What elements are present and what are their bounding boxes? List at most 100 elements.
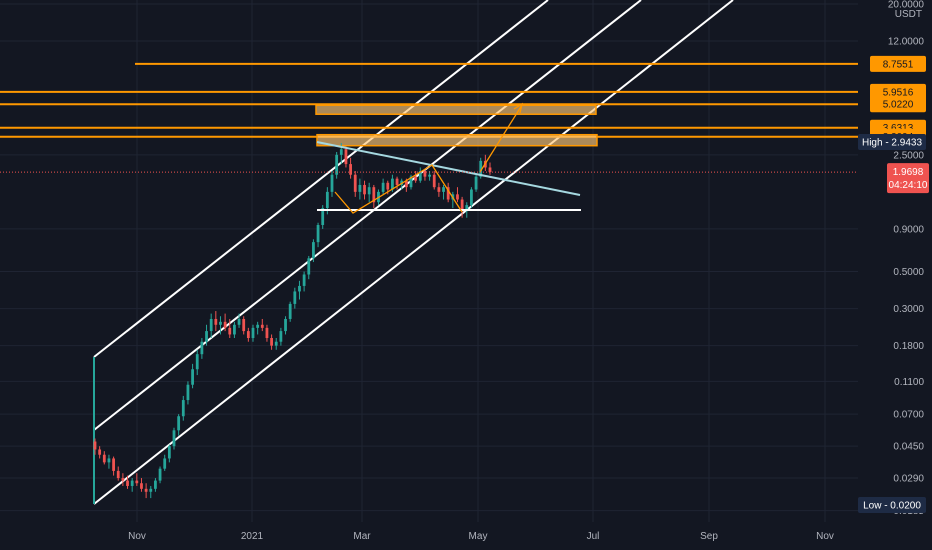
price-markers: High - 2.9433 Low - 0.0200 1.9698 04:24:10 [858, 134, 929, 513]
price-level-tag [870, 83, 926, 100]
candle-body [209, 318, 213, 332]
time-tick-label: 2021 [241, 531, 264, 542]
candle-body [140, 483, 143, 489]
candle-body [386, 182, 390, 190]
candle-body [144, 488, 148, 492]
resistance-box [316, 133, 598, 147]
candle-body [288, 303, 292, 319]
time-tick-label: May [469, 531, 488, 542]
currency-label: USDT [895, 9, 922, 20]
candle-body [181, 400, 185, 417]
high-marker-bg [858, 134, 926, 150]
candle-body [270, 338, 273, 346]
candle-body [237, 318, 241, 325]
time-tick-label: Sep [700, 531, 718, 542]
candle-body [228, 327, 232, 335]
candle-body [456, 194, 459, 200]
candle-body [358, 184, 362, 192]
candle-body [200, 341, 204, 355]
time-tick-label: Jul [587, 531, 600, 542]
candle-body [409, 176, 413, 188]
price-level-label: 5.0220 [883, 100, 914, 111]
candle-body [186, 384, 190, 401]
candle-body [214, 318, 218, 325]
candle-body [130, 480, 134, 486]
candle-body [339, 149, 343, 155]
resistance-box [315, 104, 597, 115]
candle-body [274, 341, 278, 346]
time-axis[interactable]: Nov 2021 Mar May Jul Sep Nov [0, 522, 932, 550]
price-levels [0, 62, 858, 147]
price-level-tag [870, 96, 926, 113]
candle-body [470, 189, 473, 206]
price-tick-label: 0.1800 [893, 341, 924, 352]
candle-body [205, 331, 208, 342]
candle-body [316, 224, 320, 243]
candle-body [442, 187, 445, 192]
candle-body [414, 176, 418, 181]
projection-arrow [479, 104, 523, 173]
drawings [0, 102, 858, 214]
candle-body [488, 167, 492, 173]
price-tick-label: 0.3000 [893, 304, 924, 315]
candle-body [330, 174, 334, 192]
candle-body [432, 174, 436, 188]
candle-body [172, 430, 176, 447]
candle-body [126, 480, 129, 486]
channel-lines [93, 0, 734, 505]
time-tick-label: Nov [816, 531, 834, 542]
grid-lines [0, 0, 858, 522]
price-tick-label: 2.5000 [893, 150, 924, 161]
candle-body [107, 458, 111, 463]
candle-body [279, 331, 283, 342]
price-level-label: 8.7551 [883, 59, 914, 70]
price-tick-label: 0.5000 [893, 267, 924, 278]
candle-body [121, 478, 125, 481]
candle-body [418, 171, 422, 181]
candle-body [460, 199, 464, 212]
price-level-label: 5.9516 [883, 87, 914, 98]
candle-body [381, 182, 385, 192]
candle-body [219, 321, 222, 325]
candle-body [353, 174, 357, 192]
price-tick-label: 20.0000 [888, 0, 925, 11]
candle-body [260, 324, 264, 328]
candle-body [335, 154, 339, 175]
candle-body [446, 187, 450, 200]
candle-body [363, 184, 366, 195]
time-tick-label: Mar [353, 531, 371, 542]
descending-trendline [316, 141, 581, 196]
candle-body [465, 205, 469, 212]
channel-line [93, 0, 549, 358]
candle-body [163, 458, 167, 469]
candle-body [191, 369, 194, 385]
candle-body [428, 174, 431, 177]
candle-body [367, 187, 371, 195]
candle-body [423, 171, 427, 177]
candle-body [149, 488, 153, 492]
low-marker-bg [858, 497, 926, 513]
candle-body [135, 480, 139, 484]
candle-body [284, 318, 287, 332]
candle-body [233, 324, 236, 335]
candle-body [246, 331, 250, 338]
candle-body [251, 327, 255, 338]
candle-body [302, 274, 306, 286]
candle-body [404, 180, 408, 188]
candle-body [112, 458, 115, 471]
candle-body [372, 187, 376, 203]
candle-body [312, 242, 315, 259]
candle-body [256, 324, 260, 328]
candle-body [325, 191, 329, 209]
candle-body [349, 164, 352, 175]
candle-body [116, 470, 120, 479]
candle-body [298, 285, 301, 292]
candle-body [167, 446, 171, 459]
candle-body [437, 187, 441, 192]
price-axis[interactable]: 20.0000 12.0000 2.5000 0.9000 0.5000 0.3000 0.… [858, 0, 932, 550]
channel-line [93, 0, 642, 431]
high-marker-label: High - 2.9433 [862, 138, 922, 149]
candle-body [93, 441, 97, 450]
